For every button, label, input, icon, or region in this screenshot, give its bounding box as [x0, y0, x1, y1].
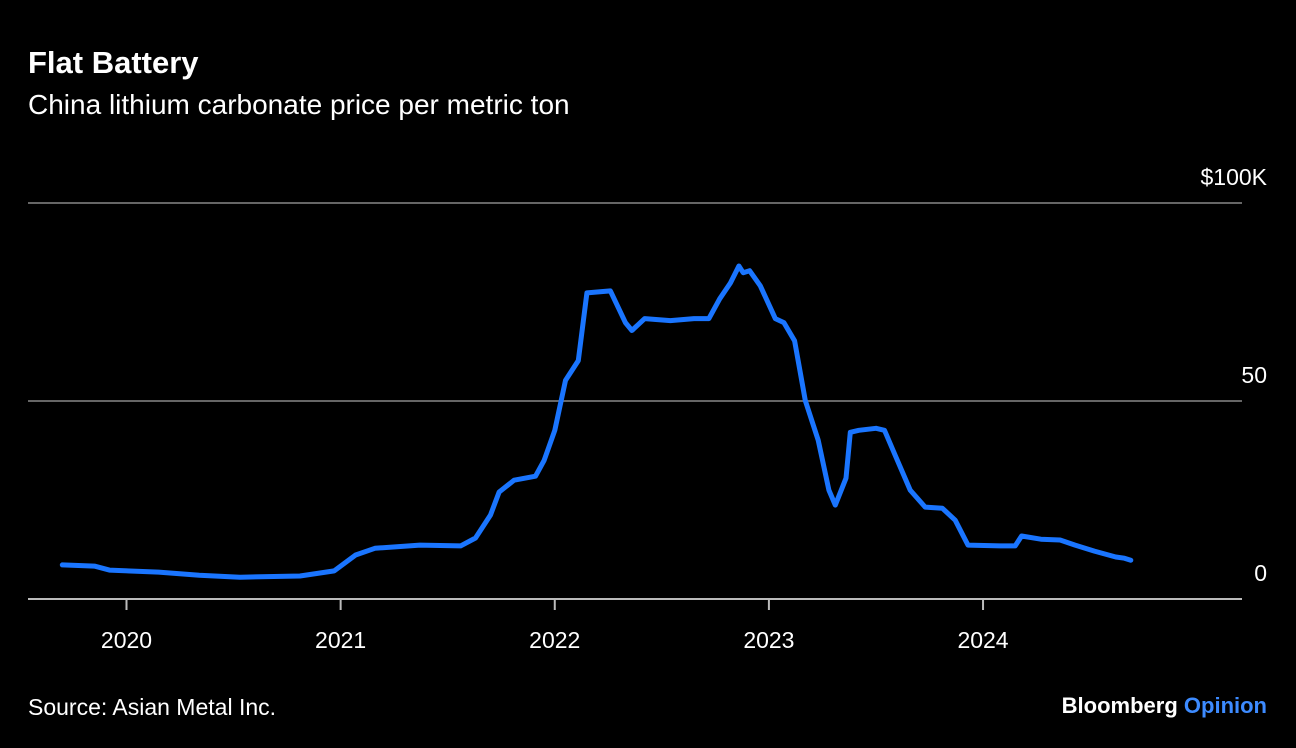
price-line — [59, 263, 1134, 580]
brand: Bloomberg Opinion — [1062, 693, 1267, 718]
source: Source: Asian Metal Inc. — [28, 694, 276, 720]
x-tick-label: 2024 — [957, 627, 1008, 653]
brand-name: Bloomberg — [1062, 693, 1178, 718]
y-tick-label: 0 — [1254, 560, 1267, 586]
x-tick-label: 2023 — [743, 627, 794, 653]
chart-subtitle: China lithium carbonate price per metric… — [28, 89, 570, 120]
x-tick-label: 2020 — [101, 627, 152, 653]
y-tick-label: 50 — [1241, 362, 1267, 388]
x-tick-label: 2022 — [529, 627, 580, 653]
y-tick-label: $100K — [1200, 164, 1267, 190]
x-tick-label: 2021 — [315, 627, 366, 653]
brand-section: Opinion — [1184, 693, 1267, 718]
chart-title: Flat Battery — [28, 45, 199, 80]
